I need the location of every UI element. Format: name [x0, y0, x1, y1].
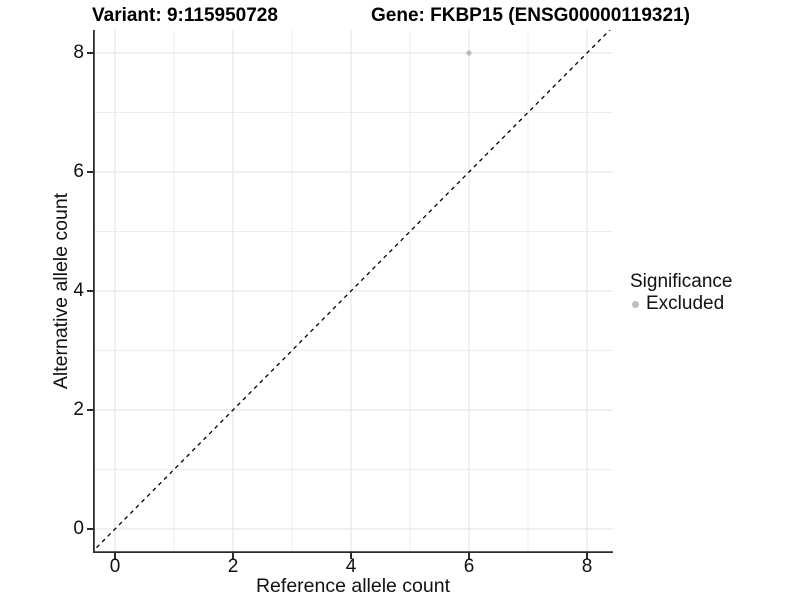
legend: Significance Excluded — [630, 271, 733, 314]
legend-items: Excluded — [630, 293, 732, 314]
x-tick-label: 6 — [463, 556, 475, 577]
y-axis-title: Alternative allele count — [50, 192, 72, 390]
y-tick-label: 2 — [73, 399, 84, 420]
x-axis-tick — [232, 553, 234, 559]
identity-reference-line — [93, 30, 611, 553]
plot-panel — [93, 30, 613, 553]
y-axis-tick — [87, 409, 93, 411]
y-tick-label: 8 — [73, 42, 84, 63]
y-axis-tick — [87, 52, 93, 54]
y-axis-tick — [87, 171, 93, 173]
x-tick-label: 8 — [581, 556, 593, 577]
y-tick-label: 0 — [73, 518, 84, 539]
x-axis-tick — [350, 553, 352, 559]
plot-title-variant: Variant: 9:115950728 — [92, 5, 278, 26]
y-axis-tick — [87, 528, 93, 530]
y-axis-tick — [87, 290, 93, 292]
legend-item-label: Excluded — [646, 293, 725, 314]
legend-title: Significance — [630, 271, 733, 292]
x-tick-label: 4 — [345, 556, 357, 577]
legend-item: Excluded — [630, 293, 732, 314]
x-axis-tick — [468, 553, 470, 559]
x-axis-tick — [114, 553, 116, 559]
x-axis-title: Reference allele count — [255, 575, 451, 597]
data-point — [466, 50, 472, 56]
x-tick-label: 0 — [109, 556, 121, 577]
x-tick-label: 2 — [227, 556, 239, 577]
plot-title-gene: Gene: FKBP15 (ENSG00000119321) — [371, 5, 690, 26]
legend-marker-circle-icon — [632, 300, 639, 308]
y-tick-label: 6 — [73, 161, 84, 182]
y-tick-label: 4 — [73, 280, 84, 301]
x-axis-tick — [586, 553, 588, 559]
